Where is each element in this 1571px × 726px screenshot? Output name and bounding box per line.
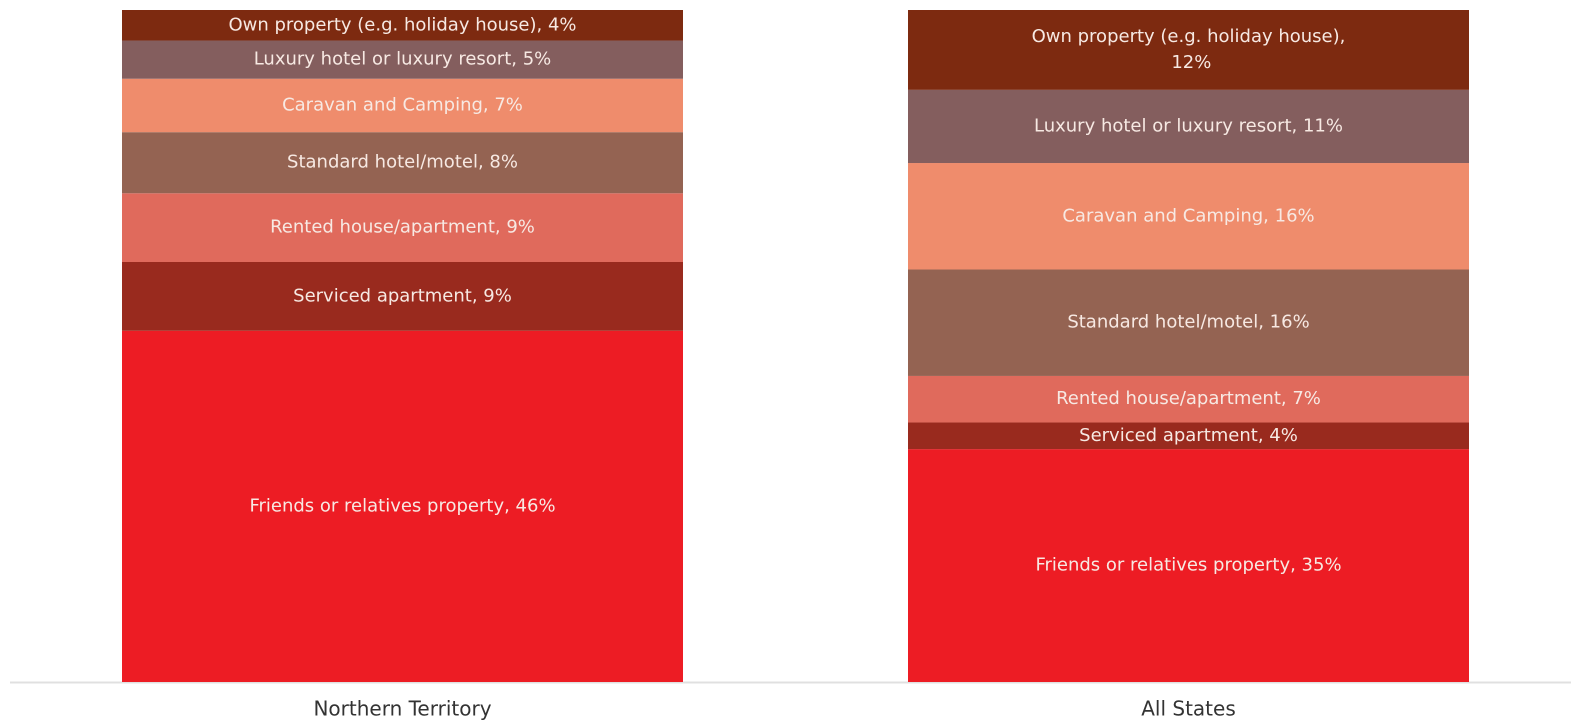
bar-segment	[122, 193, 683, 262]
bar-segment	[122, 330, 683, 682]
bar-segment	[908, 89, 1469, 164]
data-label: Rented house/apartment, 7%	[1056, 388, 1321, 409]
data-label: Luxury hotel or luxury resort, 11%	[1034, 115, 1343, 136]
bar-segment	[908, 422, 1469, 450]
data-label: Own property (e.g. holiday house), 12%	[1032, 26, 1346, 73]
bar-segment	[122, 262, 683, 331]
data-label: Caravan and Camping, 16%	[1062, 205, 1314, 226]
bar-segment	[908, 449, 1469, 682]
bar-segment	[908, 375, 1469, 423]
data-label: Friends or relatives property, 35%	[1035, 555, 1341, 576]
bar-segment	[122, 78, 683, 133]
data-label: Caravan and Camping, 7%	[282, 94, 523, 115]
bar-segment	[908, 10, 1469, 90]
data-label: Friends or relatives property, 46%	[249, 495, 555, 516]
x-tick-label: All States	[1141, 697, 1236, 721]
bar-segment	[122, 40, 683, 79]
data-label: Own property (e.g. holiday house), 4%	[228, 14, 576, 35]
data-label: Serviced apartment, 4%	[1079, 425, 1298, 446]
data-label: Standard hotel/motel, 8%	[287, 152, 518, 173]
data-label: Rented house/apartment, 9%	[270, 217, 535, 238]
bar-segment	[908, 163, 1469, 270]
x-tick-label: Northern Territory	[313, 697, 491, 721]
bar-segment	[122, 10, 683, 41]
data-label: Luxury hotel or luxury resort, 5%	[254, 49, 552, 70]
data-label: Standard hotel/motel, 16%	[1067, 312, 1309, 333]
data-label: Serviced apartment, 9%	[293, 285, 512, 306]
bar-segment	[122, 132, 683, 194]
bar-segment	[908, 269, 1469, 376]
